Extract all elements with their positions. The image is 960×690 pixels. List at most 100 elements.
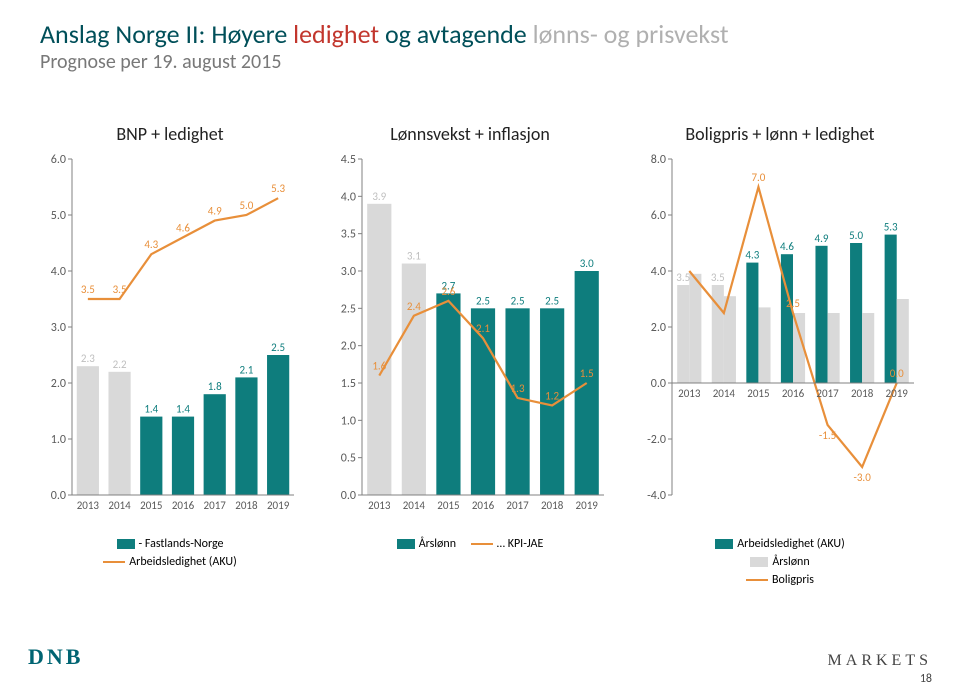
svg-text:5.3: 5.3 [271, 182, 285, 195]
chart2-legend: Årslønn … KPI-JAE [330, 535, 610, 553]
svg-text:2.0: 2.0 [51, 377, 66, 391]
svg-text:4.6: 4.6 [780, 240, 794, 253]
svg-text:2.4: 2.4 [407, 300, 421, 313]
svg-text:2.1: 2.1 [239, 363, 253, 376]
page-number: 18 [920, 672, 932, 686]
markets-label: MARKETS [828, 652, 932, 670]
svg-text:4.9: 4.9 [208, 204, 222, 217]
legend-fastlands: - Fastlands-Norge [139, 537, 224, 551]
svg-text:2.5: 2.5 [545, 294, 559, 307]
svg-text:2.0: 2.0 [341, 339, 356, 353]
svg-text:3.5: 3.5 [113, 283, 127, 296]
svg-text:3.5: 3.5 [81, 283, 95, 296]
legend-aku: Arbeidsledighet (AKU) [129, 555, 237, 569]
svg-text:2.5: 2.5 [271, 341, 285, 354]
svg-text:6.0: 6.0 [651, 209, 666, 223]
svg-text:1.4: 1.4 [144, 402, 158, 415]
svg-text:4.0: 4.0 [651, 265, 666, 279]
svg-text:2016: 2016 [782, 387, 805, 400]
chart2-title: Lønnsvekst + inflasjon [330, 125, 610, 145]
svg-text:1.0: 1.0 [341, 414, 356, 428]
svg-text:5.3: 5.3 [884, 220, 898, 233]
chart1-title: BNP + ledighet [40, 125, 300, 145]
svg-text:2014: 2014 [713, 387, 736, 400]
svg-text:2017: 2017 [204, 499, 227, 512]
svg-text:2018: 2018 [541, 499, 564, 512]
chart3-legend: Arbeidsledighet (AKU) Årslønn Boligpris [640, 535, 920, 589]
svg-text:4.5: 4.5 [341, 153, 356, 167]
svg-text:-4.0: -4.0 [647, 489, 666, 503]
svg-text:2016: 2016 [472, 499, 495, 512]
svg-text:2015: 2015 [140, 499, 162, 512]
svg-text:0.0: 0.0 [51, 489, 66, 503]
svg-text:2013: 2013 [77, 499, 100, 512]
svg-text:2.0: 2.0 [651, 321, 666, 335]
svg-text:2016: 2016 [172, 499, 195, 512]
svg-text:2013: 2013 [678, 387, 701, 400]
svg-text:1.5: 1.5 [341, 377, 356, 391]
svg-text:2.5: 2.5 [511, 294, 525, 307]
svg-text:1.0: 1.0 [51, 433, 66, 447]
svg-text:2018: 2018 [851, 387, 874, 400]
svg-text:2014: 2014 [403, 499, 426, 512]
chart-bnp-ledighet: BNP + ledighet 0.01.02.03.04.05.06.02.32… [40, 125, 300, 571]
legend-arslonn3: Årslønn [772, 555, 809, 569]
svg-text:2017: 2017 [816, 387, 839, 400]
svg-text:3.0: 3.0 [341, 265, 356, 279]
svg-text:2019: 2019 [886, 387, 909, 400]
chart3-title: Boligpris + lønn + ledighet [640, 125, 920, 145]
svg-text:0.5: 0.5 [341, 451, 356, 465]
svg-text:3.9: 3.9 [372, 190, 386, 203]
legend-boligpris: Boligpris [772, 573, 814, 587]
chart-lonnsvekst-inflasjon: Lønnsvekst + inflasjon 0.0 0.5 1.0 1.5 2.0 2.… [330, 125, 610, 553]
svg-text:-3.0: -3.0 [853, 471, 871, 484]
svg-text:3.5: 3.5 [341, 227, 356, 241]
svg-text:4.0: 4.0 [341, 190, 356, 204]
title-part1: Anslag Norge II: Høyere [40, 18, 293, 50]
svg-text:1.5: 1.5 [580, 367, 594, 380]
svg-text:4.6: 4.6 [176, 221, 190, 234]
svg-text:2013: 2013 [368, 499, 391, 512]
svg-text:0.0: 0.0 [651, 377, 666, 391]
svg-text:2.5: 2.5 [341, 302, 356, 316]
svg-text:1.6: 1.6 [372, 359, 386, 372]
svg-text:3.0: 3.0 [580, 257, 594, 270]
svg-text:8.0: 8.0 [651, 153, 666, 167]
page-subtitle: Prognose per 19. august 2015 [40, 50, 281, 74]
title-part4: lønns- og prisvekst [533, 18, 729, 50]
legend-aku3: Arbeidsledighet (AKU) [737, 537, 845, 551]
svg-text:5.0: 5.0 [849, 229, 863, 242]
svg-text:2015: 2015 [437, 499, 459, 512]
svg-text:3.0: 3.0 [51, 321, 66, 335]
svg-text:2.2: 2.2 [113, 358, 127, 371]
title-part3: og avtagende [379, 18, 533, 50]
svg-text:-1.5: -1.5 [819, 429, 836, 442]
svg-text:-2.0: -2.0 [647, 433, 666, 447]
svg-text:0.0: 0.0 [341, 489, 356, 503]
svg-text:6.0: 6.0 [51, 153, 66, 167]
svg-text:3.1: 3.1 [407, 249, 421, 262]
svg-text:0.0: 0.0 [890, 367, 904, 380]
svg-text:4.9: 4.9 [815, 232, 829, 245]
legend-kpijae: … KPI-JAE [497, 537, 544, 551]
svg-text:1.8: 1.8 [208, 380, 222, 393]
svg-text:5.0: 5.0 [51, 209, 66, 223]
title-part2: ledighet [293, 18, 379, 50]
brand-logo: DNB [28, 644, 83, 670]
chart-boligpris: Boligpris + lønn + ledighet -4.0 -2.0 0.0 2… [640, 125, 920, 589]
svg-text:2014: 2014 [108, 499, 131, 512]
svg-text:4.3: 4.3 [745, 248, 759, 261]
svg-text:2.5: 2.5 [786, 297, 800, 310]
svg-text:1.4: 1.4 [176, 402, 190, 415]
svg-text:2.6: 2.6 [441, 285, 455, 298]
svg-text:2.5: 2.5 [476, 294, 490, 307]
svg-text:2015: 2015 [747, 387, 769, 400]
svg-text:3.5: 3.5 [711, 271, 725, 284]
svg-text:2.1: 2.1 [476, 322, 490, 335]
svg-text:2017: 2017 [506, 499, 529, 512]
svg-text:2019: 2019 [576, 499, 599, 512]
legend-arslonn: Årslønn [419, 537, 456, 551]
svg-text:3.5: 3.5 [676, 271, 690, 284]
svg-text:1.2: 1.2 [545, 389, 559, 402]
svg-text:2018: 2018 [235, 499, 258, 512]
